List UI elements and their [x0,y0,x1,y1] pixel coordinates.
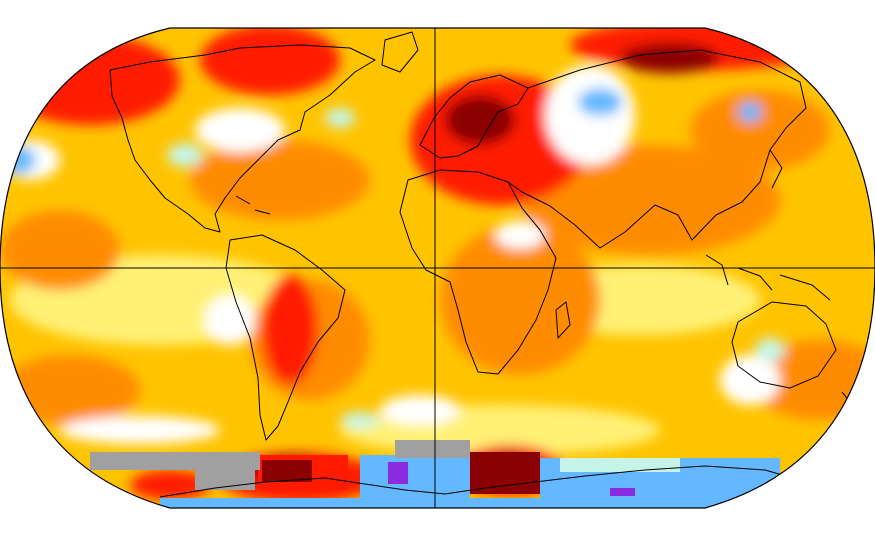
anomaly-region [440,225,600,375]
anomaly-region [190,140,370,220]
map-border [0,27,875,509]
coastline-greenland [381,31,419,73]
anomaly-region [205,295,255,345]
anomaly-region [545,65,635,165]
coastline-europe [419,74,529,159]
anomaly-region [200,28,340,95]
anomaly-region [160,498,800,508]
anomaly-region [560,458,680,472]
anomaly-region [0,146,36,174]
anomaly-region [445,95,515,145]
anomaly-region [380,395,460,425]
anomaly-region [620,43,720,73]
anomaly-region [167,143,203,167]
anomaly-region [340,412,380,428]
anomaly-region [262,275,318,385]
anomaly-region [720,355,780,405]
anomaly-region [610,488,635,496]
coastline-asia [507,49,807,249]
anomaly-region [195,108,285,152]
anomaly-region [388,462,408,484]
anomaly-region [690,90,830,170]
anomaly-region [0,355,140,425]
anomaly-region [578,88,622,116]
coastline-madagascar [555,301,571,339]
anomaly-region [0,35,180,125]
anomaly-region [520,145,780,255]
coastline-antarctica [159,465,801,498]
coastline-southeast-asia [705,254,831,301]
coastline-south-america [225,234,346,441]
anomaly-region [325,108,355,128]
anomaly-region [738,102,762,122]
anomaly-region [755,338,785,362]
anomaly-region [470,452,540,494]
coastline-japan [769,149,783,189]
missing-data-region [395,440,470,458]
anomaly-region [0,210,120,290]
anomaly-region [60,416,220,444]
anomaly-region [495,221,545,249]
coastline-australia [731,301,837,389]
coastline-north-america [109,44,376,233]
coastline-caribbean [235,195,271,215]
anomaly-region [262,460,312,482]
missing-data-region [90,452,260,470]
coastlines [109,31,853,498]
